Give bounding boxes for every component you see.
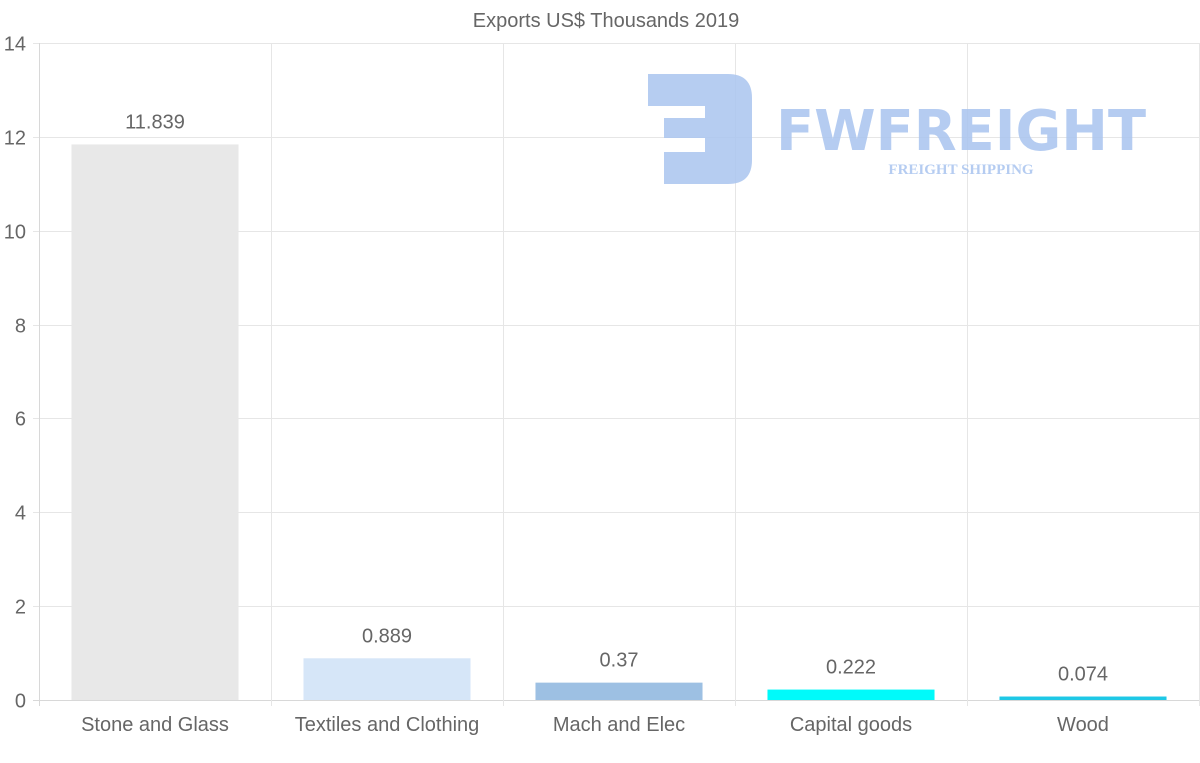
bar xyxy=(71,144,239,700)
bar xyxy=(303,658,471,700)
data-label: 0.889 xyxy=(362,625,412,647)
data-label: 0.074 xyxy=(1058,664,1108,686)
bar xyxy=(767,689,935,700)
data-label: 0.37 xyxy=(600,650,639,672)
y-tick-label: 10 xyxy=(4,222,26,244)
watermark-logo-icon xyxy=(648,74,752,184)
watermark-tagline: FREIGHT SHIPPING xyxy=(888,162,1033,178)
y-tick-label: 0 xyxy=(15,691,26,713)
bar xyxy=(999,696,1167,700)
y-tick-label: 14 xyxy=(4,34,26,56)
data-label: 11.839 xyxy=(125,111,185,133)
x-tick-label: Textiles and Clothing xyxy=(295,714,480,736)
chart-title: Exports US$ Thousands 2019 xyxy=(473,10,739,32)
labels: 11.839 Stone and Glass 0.889 Textiles and C… xyxy=(81,111,1109,736)
y-tick-label: 2 xyxy=(15,597,26,619)
y-tick-label: 6 xyxy=(15,409,26,431)
x-tick-label: Stone and Glass xyxy=(81,714,229,736)
x-tick-label: Wood xyxy=(1057,714,1109,736)
x-tick-label: Mach and Elec xyxy=(553,714,685,736)
y-tick-label: 8 xyxy=(15,316,26,338)
watermark-logo: FWFREIGHT FREIGHT SHIPPING xyxy=(648,74,1146,184)
bar xyxy=(535,682,703,700)
watermark-brand: FWFREIGHT xyxy=(776,99,1146,164)
y-tick-label: 4 xyxy=(15,503,26,525)
x-tick-label: Capital goods xyxy=(790,714,912,736)
y-tick-label: 12 xyxy=(4,128,26,150)
data-label: 0.222 xyxy=(826,657,876,679)
bars xyxy=(71,144,1167,700)
